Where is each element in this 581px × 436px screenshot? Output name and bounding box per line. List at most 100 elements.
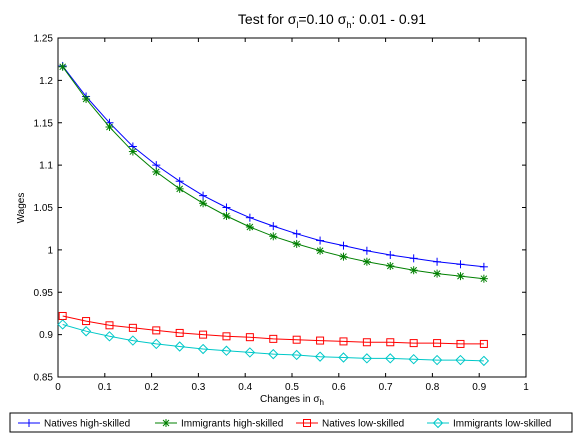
y-tick-label: 1.05 [34, 203, 54, 214]
data-point [245, 222, 254, 231]
data-point [479, 274, 488, 283]
y-tick-label: 0.9 [39, 330, 53, 341]
data-point [82, 317, 91, 326]
data-point [456, 260, 465, 269]
x-tick-label: 0.7 [379, 382, 393, 393]
data-point [433, 339, 442, 348]
y-tick-label: 1.15 [34, 118, 54, 129]
data-point [197, 343, 209, 355]
legend-entry: Immigrants low-skilled [427, 417, 551, 430]
y-tick-label: 0.85 [34, 373, 54, 384]
data-point [128, 323, 137, 332]
data-point [199, 191, 208, 200]
data-point [362, 257, 371, 266]
x-tick-label: 0 [55, 382, 61, 393]
data-point [456, 339, 465, 348]
data-point [316, 246, 325, 255]
y-tick-label: 1.25 [34, 34, 54, 45]
legend-entry: Immigrants high-skilled [155, 419, 283, 430]
x-tick-label: 0.6 [332, 382, 346, 393]
legend: Natives high-skilled Immigrants high-skil… [9, 412, 573, 433]
data-point [152, 161, 161, 170]
y-tick-label: 1.1 [39, 161, 53, 172]
x-tick-label: 0.4 [238, 382, 252, 393]
data-point [339, 337, 348, 346]
data-point [433, 257, 442, 266]
data-point [338, 352, 349, 363]
data-point [175, 184, 184, 193]
data-point [314, 351, 326, 362]
data-point [151, 338, 162, 350]
data-point [127, 335, 139, 346]
data-point [433, 269, 442, 278]
data-point [292, 335, 301, 344]
data-point [479, 339, 488, 348]
data-point [199, 330, 208, 339]
y-tick-label: 1 [47, 245, 53, 256]
data-point [361, 353, 373, 364]
data-point [268, 348, 279, 360]
data-point [152, 326, 161, 335]
legend-entry: Natives low-skilled [296, 419, 404, 430]
legend-label: Natives high-skilled [44, 419, 130, 430]
x-tick-label: 1 [523, 382, 529, 393]
data-point [409, 339, 418, 348]
legend-box [9, 412, 573, 433]
data-point [269, 222, 278, 231]
legend-label: Immigrants low-skilled [453, 419, 551, 430]
data-point [222, 211, 231, 220]
x-tick-label: 0.8 [425, 382, 439, 393]
data-point [408, 353, 419, 365]
data-point [175, 177, 184, 186]
data-point [104, 331, 115, 342]
data-point [162, 419, 170, 427]
data-point [245, 213, 254, 222]
data-point [58, 62, 67, 71]
data-point [386, 250, 395, 259]
data-point [82, 95, 91, 104]
legend-entry: Natives high-skilled [18, 419, 130, 430]
data-point [362, 246, 371, 255]
data-point [175, 328, 184, 337]
data-point [269, 334, 278, 343]
plot-area [57, 37, 527, 378]
data-point [25, 419, 33, 427]
data-point [455, 354, 466, 366]
data-point [339, 252, 348, 261]
data-point [291, 349, 302, 361]
data-point [269, 232, 278, 241]
data-point [245, 333, 254, 342]
data-point [80, 326, 92, 337]
data-point [57, 319, 68, 330]
series-layer [57, 61, 490, 367]
data-point [292, 239, 301, 248]
data-point [386, 261, 395, 270]
x-tick-label: 0.5 [285, 382, 299, 393]
legend-label: Natives low-skilled [322, 419, 404, 430]
axis-ticks: 0 0.1 0.2 0.3 0.4 0.5 0.6 0.7 0.8 0.9 1 0.85 0.9 0.95… [34, 34, 530, 394]
series-immigrants-low-skilled [57, 319, 490, 367]
data-point [432, 417, 444, 429]
data-point [105, 122, 114, 131]
legend-label: Immigrants high-skilled [181, 419, 283, 430]
data-point [409, 266, 418, 275]
data-point [385, 353, 396, 364]
data-point [339, 241, 348, 250]
data-point [222, 203, 231, 212]
x-axis-label: Changes in σh [260, 394, 324, 407]
data-point [362, 338, 371, 347]
data-point [409, 254, 418, 263]
data-point [105, 321, 114, 330]
data-point [244, 347, 256, 358]
series-natives-low-skilled [58, 311, 488, 348]
x-tick-label: 0.1 [98, 382, 112, 393]
x-tick-label: 0.3 [191, 382, 205, 393]
y-tick-label: 0.95 [34, 288, 54, 299]
y-axis-label: Wages [16, 193, 27, 224]
data-point [199, 199, 208, 208]
data-point [478, 355, 490, 367]
data-point [431, 354, 443, 366]
data-point [479, 262, 488, 271]
data-point [152, 167, 161, 176]
